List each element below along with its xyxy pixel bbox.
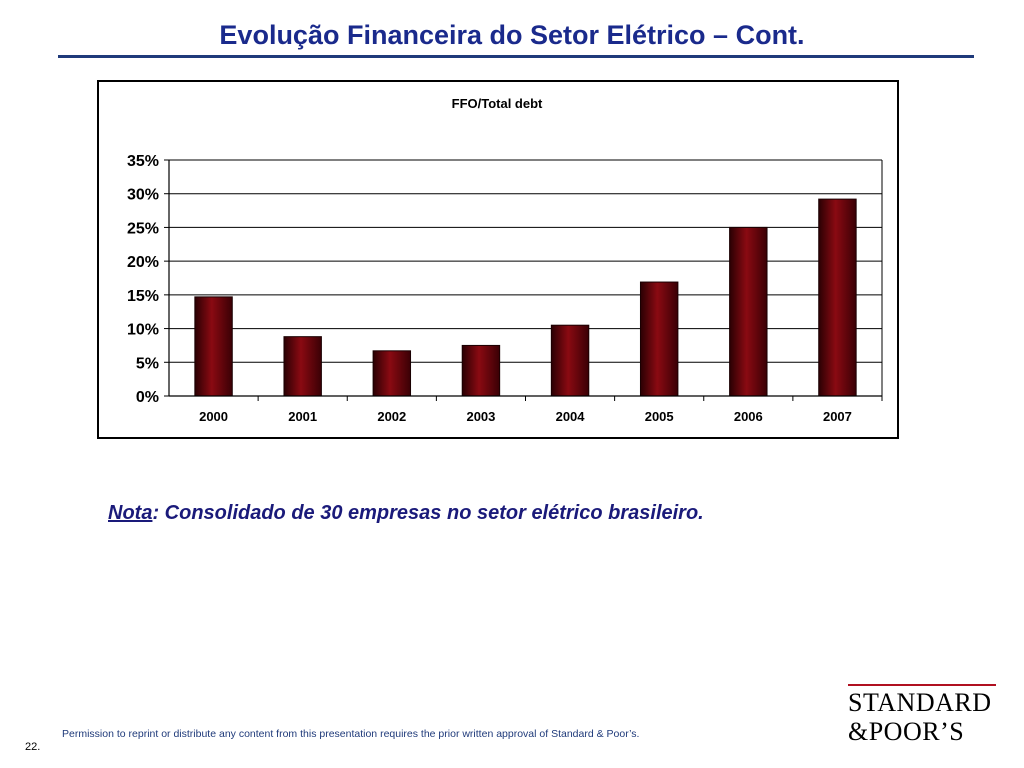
y-tick-label: 0% (136, 389, 159, 406)
chart-frame: FFO/Total debt 0% 5% 10% 15% 20% 25% 30% 35% 200… (97, 80, 899, 439)
permission-footer: Permission to reprint or distribute any … (62, 728, 640, 740)
x-tick-label: 2000 (199, 409, 228, 424)
bar-2006 (729, 226, 768, 397)
ffo-total-debt-chart: FFO/Total debt 0% 5% 10% 15% 20% 25% 30% 35% 200… (127, 96, 883, 424)
x-tick-label: 2004 (556, 409, 586, 424)
y-tick-label: 30% (127, 187, 159, 204)
title-divider (58, 55, 974, 58)
bar-2003 (461, 344, 501, 397)
y-tick-label: 10% (127, 322, 159, 339)
bar-2002 (372, 350, 412, 397)
bar-2004 (550, 324, 590, 397)
y-tick-label: 15% (127, 288, 159, 305)
y-tick-label: 20% (127, 254, 159, 271)
page-number: 22. (25, 741, 41, 753)
logo-line-1: STANDARD (848, 688, 992, 717)
x-tick-label: 2003 (466, 409, 495, 424)
x-tick-label: 2006 (734, 409, 763, 424)
logo-line-2: &POOR’S (848, 717, 965, 746)
y-tick-label: 25% (127, 220, 159, 237)
y-tick-label: 35% (127, 153, 159, 170)
x-tick-label: 2001 (288, 409, 317, 424)
x-tick-label: 2005 (645, 409, 674, 424)
x-tick-label: 2007 (823, 409, 852, 424)
sp-logo: STANDARD &POOR’S (848, 684, 1004, 747)
bar-2007 (818, 198, 857, 397)
chart-note: Nota: Consolidado de 30 empresas no seto… (108, 502, 704, 525)
note-label: Nota (108, 502, 153, 524)
bar-2000 (194, 296, 233, 397)
chart-title: FFO/Total debt (452, 96, 543, 111)
y-tick-label: 5% (136, 355, 159, 372)
bar-2001 (283, 336, 322, 397)
x-tick-label: 2002 (377, 409, 406, 424)
bar-2005 (639, 281, 679, 397)
slide-title: Evolução Financeira do Setor Elétrico – … (219, 20, 805, 50)
note-text: : Consolidado de 30 empresas no setor el… (152, 502, 704, 524)
logo-rule (848, 684, 996, 686)
